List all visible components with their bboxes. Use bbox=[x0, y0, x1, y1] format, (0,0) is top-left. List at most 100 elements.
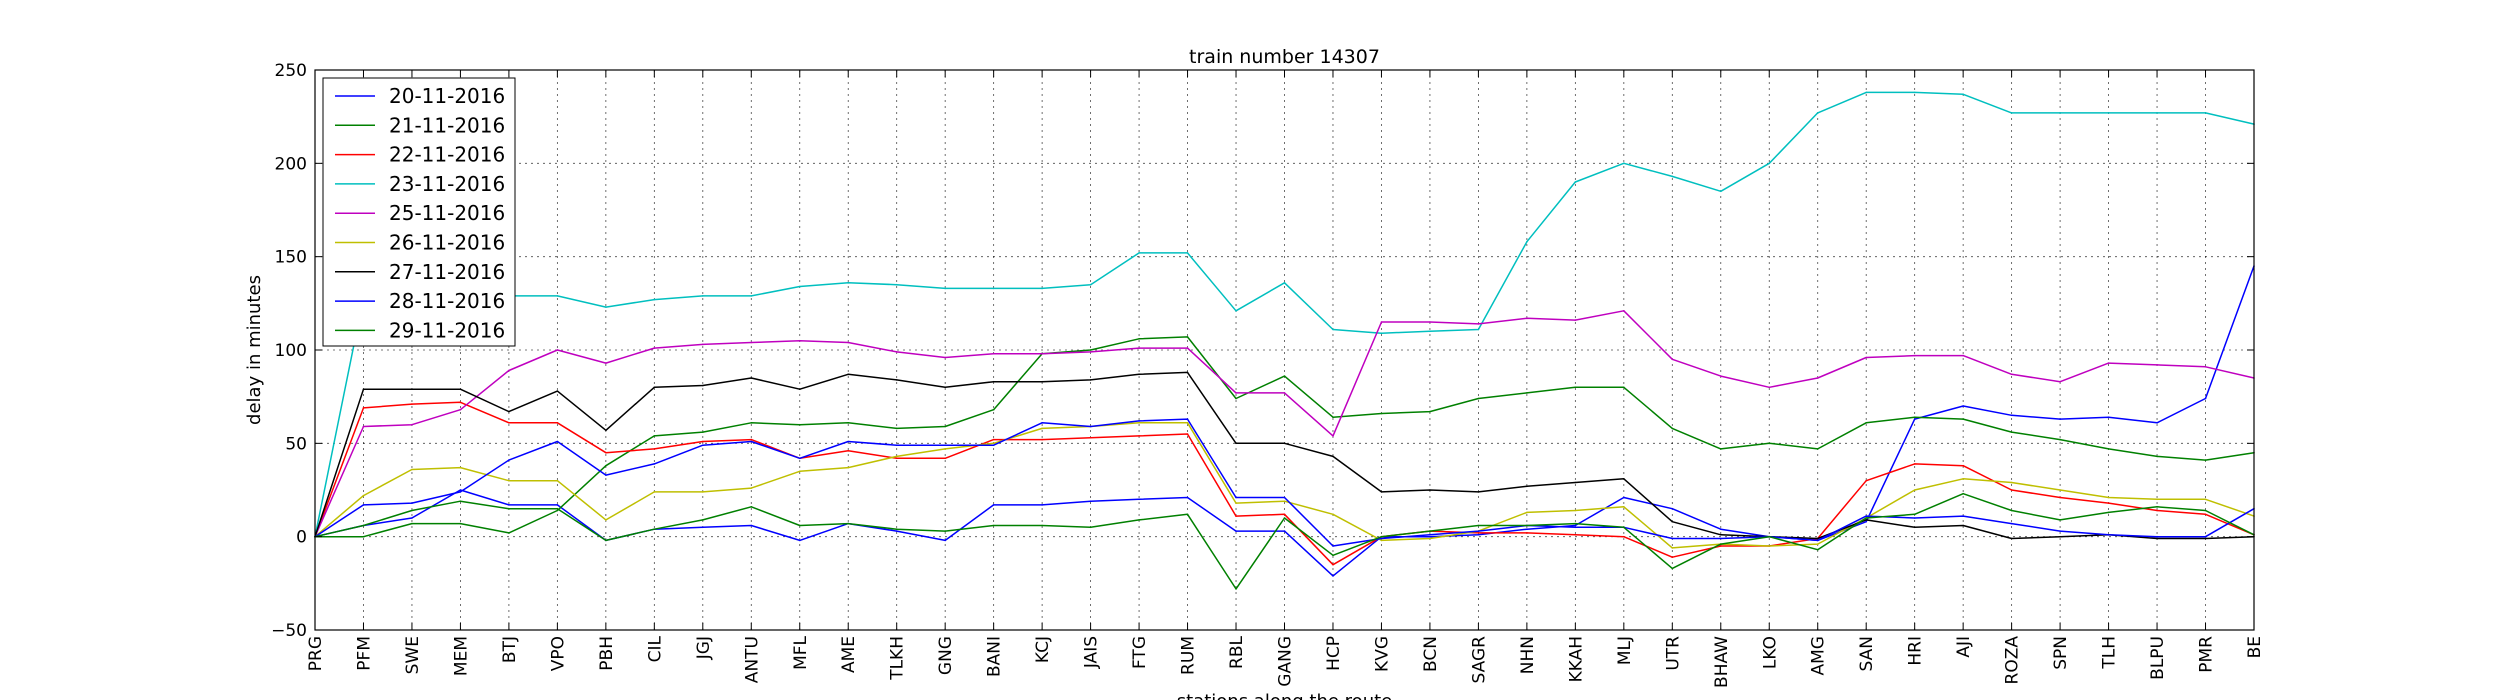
data-point bbox=[605, 306, 607, 308]
data-point bbox=[653, 448, 656, 450]
data-point bbox=[847, 450, 849, 452]
data-point bbox=[847, 422, 849, 424]
data-point bbox=[1913, 526, 1916, 529]
data-point bbox=[799, 285, 801, 288]
data-point bbox=[2204, 513, 2207, 516]
data-point bbox=[362, 524, 365, 527]
x-tick-label: KCJ bbox=[1033, 636, 1053, 663]
x-tick-label: TLH bbox=[2100, 636, 2120, 670]
legend-entry: 26-11-2016 bbox=[335, 231, 505, 255]
data-point bbox=[362, 407, 365, 409]
data-point bbox=[1768, 545, 1771, 547]
data-point bbox=[1041, 427, 1043, 430]
x-tick-label: GANG bbox=[1276, 636, 1296, 687]
data-point bbox=[992, 444, 995, 447]
data-point bbox=[702, 384, 704, 387]
data-point bbox=[944, 448, 946, 450]
data-point bbox=[1186, 422, 1189, 424]
data-point bbox=[2107, 511, 2110, 514]
y-tick-label: 100 bbox=[275, 341, 307, 361]
data-point bbox=[1816, 112, 1819, 114]
data-point bbox=[702, 295, 704, 297]
data-point bbox=[1816, 448, 1819, 450]
data-point bbox=[1623, 496, 1625, 499]
data-point bbox=[750, 506, 753, 508]
data-point bbox=[653, 528, 656, 530]
data-point bbox=[2107, 416, 2110, 419]
data-point bbox=[508, 532, 510, 534]
data-point bbox=[799, 388, 801, 391]
data-point bbox=[2156, 506, 2158, 508]
data-point bbox=[653, 386, 656, 389]
data-point bbox=[1962, 464, 1964, 467]
data-point bbox=[1526, 511, 1528, 514]
data-point bbox=[1623, 535, 1625, 538]
data-point bbox=[1913, 513, 1916, 516]
legend-label: 21-11-2016 bbox=[389, 113, 505, 137]
x-tick-label: BHAW bbox=[1712, 636, 1732, 688]
data-point bbox=[1332, 545, 1334, 547]
data-point bbox=[1623, 506, 1625, 508]
data-point bbox=[459, 466, 462, 469]
x-tick-label: AJI bbox=[1954, 636, 1974, 658]
data-point bbox=[944, 287, 946, 290]
x-tick-label: ANTU bbox=[742, 636, 762, 683]
data-point bbox=[1283, 500, 1286, 503]
data-point bbox=[556, 507, 559, 510]
data-point bbox=[1768, 386, 1771, 389]
data-point bbox=[847, 466, 849, 469]
data-point bbox=[799, 539, 801, 542]
data-point bbox=[702, 431, 704, 433]
x-axis-label: stations along the route bbox=[1177, 691, 1392, 700]
data-point bbox=[2204, 535, 2207, 538]
x-tick-label: MFL bbox=[791, 635, 811, 669]
x-tick-label: NHN bbox=[1518, 636, 1538, 674]
data-point bbox=[1526, 532, 1528, 534]
data-point bbox=[750, 440, 753, 443]
data-point bbox=[895, 528, 898, 530]
data-point bbox=[1526, 317, 1528, 320]
data-point bbox=[847, 282, 849, 284]
data-point bbox=[1671, 520, 1674, 523]
data-point bbox=[1283, 442, 1286, 445]
data-point bbox=[750, 295, 753, 297]
data-point bbox=[1720, 543, 1722, 545]
x-tick-label: RUM bbox=[1179, 636, 1199, 675]
data-point bbox=[411, 403, 413, 405]
data-point bbox=[2059, 418, 2061, 420]
chart-title: train number 14307 bbox=[1189, 46, 1380, 68]
data-point bbox=[1477, 532, 1480, 534]
data-point bbox=[1816, 543, 1819, 545]
data-point bbox=[1186, 252, 1189, 254]
data-point bbox=[2107, 362, 2110, 364]
data-point bbox=[847, 440, 849, 443]
data-point bbox=[799, 470, 801, 473]
legend-label: 26-11-2016 bbox=[389, 231, 505, 255]
data-point bbox=[556, 509, 559, 512]
data-point bbox=[2204, 509, 2207, 512]
data-point bbox=[2059, 496, 2061, 499]
data-point bbox=[1477, 491, 1480, 493]
data-point bbox=[605, 451, 607, 454]
data-point bbox=[605, 474, 607, 476]
data-point bbox=[702, 526, 704, 529]
data-point bbox=[1138, 498, 1140, 501]
data-point bbox=[799, 457, 801, 460]
data-point bbox=[1671, 567, 1674, 570]
data-point bbox=[1671, 358, 1674, 361]
data-point bbox=[702, 491, 704, 493]
data-point bbox=[653, 435, 656, 437]
data-point bbox=[1913, 91, 1916, 94]
data-point bbox=[1235, 442, 1237, 445]
data-point bbox=[1720, 528, 1722, 530]
data-point bbox=[1332, 328, 1334, 331]
data-point bbox=[2204, 498, 2207, 501]
data-point bbox=[1332, 455, 1334, 458]
data-point bbox=[1380, 535, 1383, 538]
data-point bbox=[1574, 386, 1577, 389]
data-point bbox=[2010, 481, 2013, 484]
data-point bbox=[2107, 496, 2110, 499]
data-point bbox=[2059, 489, 2061, 491]
x-tick-label: FTG bbox=[1130, 636, 1150, 669]
data-point bbox=[992, 524, 995, 527]
